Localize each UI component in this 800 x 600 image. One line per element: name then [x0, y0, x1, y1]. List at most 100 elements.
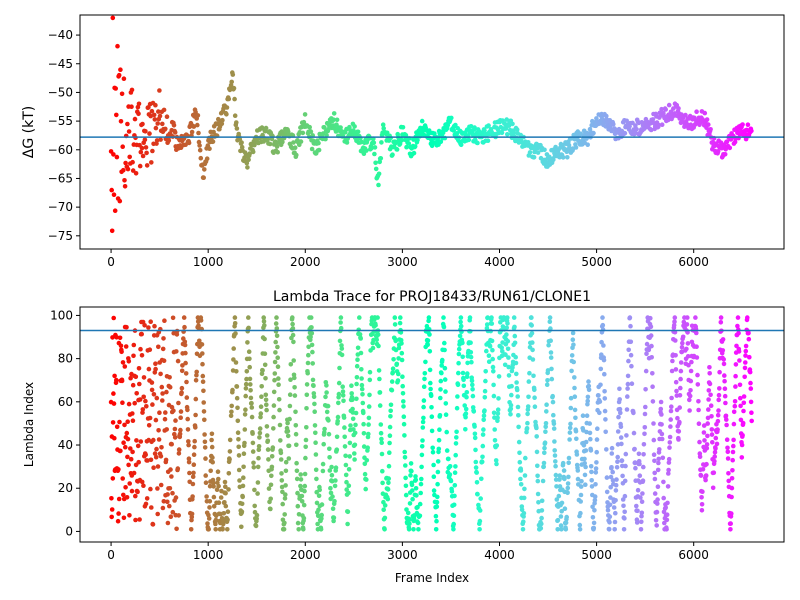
lambda-point — [621, 527, 627, 532]
lambda-point — [458, 323, 464, 329]
lambda-point — [165, 492, 170, 497]
lambda-point — [494, 461, 499, 467]
lambda-point — [208, 468, 213, 474]
lambda-point — [221, 511, 227, 516]
lambda-point — [311, 391, 317, 396]
lambda-point — [505, 338, 511, 344]
delta-g-point — [120, 144, 125, 149]
lambda-point — [667, 440, 673, 445]
lambda-point — [131, 470, 137, 476]
delta-g-point — [355, 129, 361, 135]
lambda-point — [179, 390, 184, 395]
y-tick-label: −45 — [48, 57, 73, 71]
lambda-point — [125, 419, 130, 425]
lambda-point — [545, 378, 550, 383]
delta-g-point — [514, 127, 520, 132]
lambda-point — [148, 486, 153, 492]
lambda-point — [420, 438, 425, 443]
lambda-point — [492, 438, 498, 443]
lambda-point — [706, 397, 711, 402]
lambda-point — [554, 484, 559, 489]
lambda-point — [684, 322, 690, 327]
lambda-point — [354, 396, 359, 402]
lambda-point — [663, 505, 668, 510]
lambda-point — [283, 468, 289, 474]
lambda-point — [359, 382, 365, 388]
lambda-point — [335, 414, 341, 420]
lambda-point — [283, 483, 288, 488]
delta-g-point — [280, 139, 285, 145]
lambda-point — [594, 449, 599, 455]
lambda-point — [124, 324, 129, 330]
lambda-point — [687, 397, 692, 403]
lambda-point — [400, 374, 405, 380]
lambda-point — [628, 323, 633, 329]
lambda-point — [304, 392, 310, 398]
lambda-point — [746, 330, 751, 336]
delta-g-point — [157, 88, 162, 93]
delta-g-point — [724, 139, 730, 144]
lambda-point — [579, 479, 584, 484]
lambda-point — [395, 378, 401, 383]
lambda-point — [348, 423, 353, 428]
delta-g-point — [372, 151, 377, 157]
lambda-point — [298, 477, 304, 482]
lambda-point — [124, 430, 130, 436]
delta-g-point — [331, 111, 337, 116]
lambda-point — [489, 338, 495, 344]
lambda-point — [401, 399, 406, 404]
delta-g-point — [326, 126, 331, 132]
lambda-point — [279, 471, 284, 476]
lambda-point — [388, 402, 394, 408]
lambda-point — [363, 486, 369, 492]
lambda-point — [175, 466, 181, 471]
lambda-point — [237, 478, 242, 483]
lambda-point — [305, 360, 311, 366]
lambda-point — [193, 396, 199, 402]
lambda-point — [390, 370, 396, 375]
lambda-point — [618, 424, 624, 430]
lambda-point — [464, 390, 470, 395]
lambda-point — [699, 502, 705, 507]
lambda-point — [294, 460, 299, 466]
lambda-point — [387, 440, 392, 446]
lambda-point — [148, 457, 154, 463]
delta-g-point — [118, 119, 124, 124]
lambda-point — [657, 447, 662, 452]
y-tick-label: 20 — [58, 481, 73, 495]
lambda-point — [618, 435, 624, 440]
lambda-point — [336, 380, 342, 386]
lambda-point — [229, 409, 234, 415]
lambda-point — [385, 487, 391, 492]
lambda-point — [382, 515, 388, 521]
lambda-point — [282, 496, 288, 501]
lambda-point — [151, 392, 157, 397]
lambda-point — [530, 347, 535, 353]
lambda-point — [169, 474, 174, 479]
lambda-point — [203, 456, 208, 461]
delta-g-point — [226, 96, 232, 102]
lambda-point — [269, 464, 275, 470]
lambda-point — [303, 444, 309, 450]
lambda-point — [293, 423, 299, 428]
lambda-point — [256, 447, 262, 453]
delta-g-point — [294, 152, 299, 158]
delta-g-point — [324, 132, 329, 138]
delta-g-point — [172, 130, 178, 135]
lambda-point — [675, 415, 680, 421]
lambda-point — [673, 367, 679, 372]
lambda-point — [243, 386, 249, 391]
lambda-point — [622, 516, 627, 521]
delta-g-point — [142, 137, 148, 142]
delta-g-point — [486, 123, 491, 128]
lambda-point — [287, 392, 293, 398]
lambda-point — [409, 468, 414, 474]
lambda-point — [184, 395, 190, 400]
lambda-point — [286, 456, 292, 461]
lambda-point — [425, 338, 431, 343]
lambda-point — [470, 393, 476, 399]
lambda-point — [198, 318, 204, 323]
lambda-point — [393, 338, 399, 344]
delta-g-point — [125, 121, 130, 127]
lambda-point — [341, 415, 347, 420]
